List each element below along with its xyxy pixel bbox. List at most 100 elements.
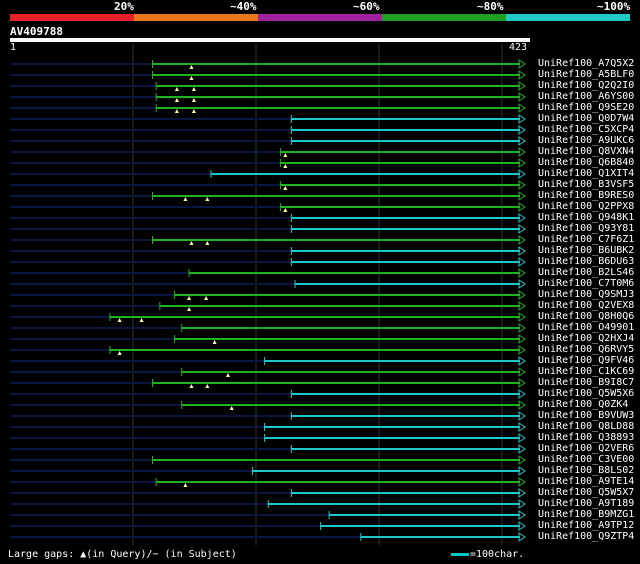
hit-label[interactable]: UniRef100_A5BLF0 [538,69,635,80]
hit-label[interactable]: UniRef100_Q9SMJ3 [538,289,635,300]
hit-label[interactable]: UniRef100_Q1XIT4 [538,168,635,179]
gap-marker-icon [283,153,288,157]
hit-row [10,510,526,520]
hit-row [10,455,526,465]
hit-arrow-icon [518,70,526,80]
hit-label[interactable]: UniRef100_O49901 [538,322,635,333]
hit-arrow-icon [518,213,526,223]
hit-arrow-icon [518,510,526,520]
hit-label[interactable]: UniRef100_C5XCP4 [538,124,635,135]
hit-row [10,290,526,300]
hit-label[interactable]: UniRef100_Q5W5X7 [538,487,635,498]
hit-label[interactable]: UniRef100_Q8H0Q6 [538,311,635,322]
hit-row [10,180,526,190]
legend-label-0: 20% [114,0,134,13]
hit-row [10,488,526,498]
hit-label[interactable]: UniRef100_Q0ZK4 [538,399,629,410]
hit-label[interactable]: UniRef100_Q8VXN4 [538,146,635,157]
hit-label[interactable]: UniRef100_A9UKC6 [538,135,635,146]
footer-scale-label: =100char. [470,549,525,560]
legend-bar-3 [382,14,506,21]
hit-label[interactable]: UniRef100_Q2HXJ4 [538,333,635,344]
hit-row [10,356,526,366]
hit-label[interactable]: UniRef100_Q38893 [538,432,635,443]
hit-arrow-icon [518,532,526,542]
legend-bar-0 [10,14,134,21]
hit-arrow-icon [518,279,526,289]
hit-label[interactable]: UniRef100_C7T0M6 [538,278,635,289]
gap-marker-icon [229,406,234,410]
hit-label[interactable]: UniRef100_Q9ZTP4 [538,531,635,542]
hit-label[interactable]: UniRef100_Q8LD88 [538,421,635,432]
hit-label[interactable]: UniRef100_A7Q5X2 [538,58,635,69]
hit-label[interactable]: UniRef100_C1KC69 [538,366,635,377]
hit-arrow-icon [518,499,526,509]
hit-row [10,224,526,234]
hit-arrow-icon [518,136,526,146]
hit-row [10,158,526,168]
gap-marker-icon [204,296,209,300]
hit-arrow-icon [518,521,526,531]
hit-arrow-icon [518,477,526,487]
hit-label[interactable]: UniRef100_B6UBK2 [538,245,635,256]
gap-marker-icon [283,164,288,168]
hit-row [10,378,526,388]
hit-arrow-icon [518,158,526,168]
hit-label[interactable]: UniRef100_A9TP12 [538,520,635,531]
hit-label[interactable]: UniRef100_Q6B840 [538,157,635,168]
gap-marker-icon [212,340,217,344]
hit-label[interactable]: UniRef100_Q9FV46 [538,355,635,366]
hit-label[interactable]: UniRef100_C7F6Z1 [538,234,635,245]
hit-arrow-icon [518,466,526,476]
scale-bar [451,553,469,556]
hit-arrow-icon [518,125,526,135]
hit-label[interactable]: UniRef100_B6DU63 [538,256,635,267]
hit-arrow-icon [518,290,526,300]
hit-label[interactable]: UniRef100_B9I8C7 [538,377,635,388]
hit-arrow-icon [518,422,526,432]
hit-arrow-icon [518,147,526,157]
hit-label[interactable]: UniRef100_Q6RVY5 [538,344,635,355]
hit-label[interactable]: UniRef100_B3VSF5 [538,179,635,190]
hit-arrow-icon [518,235,526,245]
hit-label[interactable]: UniRef100_Q0D7W4 [538,113,635,124]
legend-bar-4 [506,14,630,21]
hit-label[interactable]: UniRef100_Q93Y81 [538,223,635,234]
hit-label[interactable]: UniRef100_Q948K1 [538,212,635,223]
hit-row [10,213,526,223]
hit-row [10,323,526,333]
hit-arrow-icon [518,411,526,421]
gap-marker-icon [226,373,231,377]
hit-label[interactable]: UniRef100_Q2VEX8 [538,300,635,311]
hit-label[interactable]: UniRef100_B9MZG1 [538,509,635,520]
hit-row [10,433,526,443]
hit-label[interactable]: UniRef100_B9RES0 [538,190,635,201]
footer-gap-legend: Large gaps: ▲(in Query)/− (in Subject) [8,549,237,560]
hit-label[interactable]: UniRef100_Q2PPX8 [538,201,635,212]
legend-bar-1 [134,14,258,21]
gap-marker-icon [189,384,194,388]
hit-label[interactable]: UniRef100_A9TE14 [538,476,635,487]
hit-row [10,422,526,432]
gap-marker-icon [189,76,194,80]
hit-label[interactable]: UniRef100_Q5W5X6 [538,388,635,399]
hit-label[interactable]: UniRef100_B9VUW3 [538,410,635,421]
hit-arrow-icon [518,301,526,311]
hit-label[interactable]: UniRef100_A9T189 [538,498,635,509]
hit-row [10,246,526,256]
hit-label[interactable]: UniRef100_A6YS00 [538,91,635,102]
hit-arrow-icon [518,81,526,91]
hit-label[interactable]: UniRef100_Q9SE20 [538,102,635,113]
hit-label[interactable]: UniRef100_B2LS46 [538,267,635,278]
gap-marker-icon [187,296,192,300]
hit-label[interactable]: UniRef100_C3VE00 [538,454,635,465]
hit-arrow-icon [518,323,526,333]
hit-row [10,103,526,113]
gap-marker-icon [174,87,179,91]
hit-row [10,70,526,80]
gap-marker-icon [191,98,196,102]
gap-marker-icon [189,65,194,69]
hit-label[interactable]: UniRef100_Q2Q2I0 [538,80,635,91]
hit-label[interactable]: UniRef100_Q2VER6 [538,443,635,454]
hit-label[interactable]: UniRef100_B8LS02 [538,465,635,476]
